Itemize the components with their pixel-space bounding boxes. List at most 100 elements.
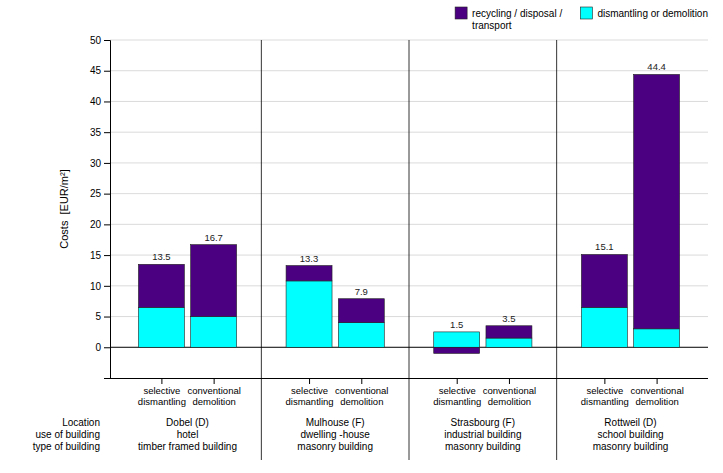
tick: 5 — [95, 311, 110, 322]
text-line: type of building — [33, 441, 100, 452]
text-line: masonry building — [593, 441, 669, 452]
text-line: Location — [62, 417, 100, 428]
tick-mark — [457, 378, 458, 384]
text-line: selective — [291, 385, 328, 396]
tick-mark — [604, 378, 605, 384]
legend-label: dismantling or demolition — [597, 8, 708, 19]
tick: selectivedismantling — [286, 378, 334, 407]
text-line: selective — [439, 385, 476, 396]
bar — [286, 266, 332, 281]
text-line: selective — [586, 385, 623, 396]
tick-label: 50 — [90, 35, 102, 46]
tick-label: 15 — [90, 250, 102, 261]
group-separators — [261, 40, 556, 460]
legend-swatch — [580, 7, 592, 19]
tick-mark — [161, 378, 162, 384]
text-line: school building — [597, 429, 663, 440]
tick-label: 20 — [90, 219, 102, 230]
tick-mark — [309, 378, 310, 384]
text-line: industrial building — [444, 429, 521, 440]
text-line: masonry building — [445, 441, 521, 452]
text-line: dismantling — [581, 396, 629, 407]
x-axis-title: Locationuse of buildingtype of building — [33, 417, 100, 452]
text-line: dismantling — [286, 396, 334, 407]
group-separator — [556, 40, 557, 460]
y-axis: 05101520253035404550 — [90, 35, 111, 379]
text-line: transport — [472, 20, 512, 31]
bar — [338, 299, 384, 323]
tick-label: 45 — [90, 65, 102, 76]
tick-label: 10 — [90, 281, 102, 292]
tick: 10 — [90, 281, 110, 292]
tick-mark — [104, 255, 110, 256]
text-line: Mulhouse (F) — [306, 417, 365, 428]
tick-label: 30 — [90, 158, 102, 169]
group-separator — [409, 40, 410, 460]
tick-mark — [104, 71, 110, 72]
text-line: conventional — [335, 385, 388, 396]
tick: 30 — [90, 158, 110, 169]
data-label: 1.5 — [450, 319, 463, 330]
tick: conventionaldemolition — [483, 378, 536, 407]
text-line: dwelling -house — [300, 429, 370, 440]
text-line: demolition — [488, 396, 531, 407]
tick-mark — [104, 163, 110, 164]
text-line: conventional — [630, 385, 683, 396]
text-line: dismantling — [433, 396, 481, 407]
tick-mark — [104, 286, 110, 287]
text-line: conventional — [187, 385, 240, 396]
bar — [581, 307, 627, 347]
bar — [434, 347, 480, 353]
text-line: Rottweil (D) — [604, 417, 656, 428]
tick: conventionaldemolition — [630, 378, 683, 407]
tick: 0 — [95, 342, 110, 353]
tick-label: conventionaldemolition — [483, 385, 536, 407]
data-label: 44.4 — [647, 61, 666, 72]
tick: 15 — [90, 250, 110, 261]
bar — [191, 245, 237, 317]
tick-mark — [104, 101, 110, 102]
legend: recycling / disposal /transport dismantli… — [455, 7, 708, 31]
bar — [486, 338, 532, 347]
text-line: dismantling — [138, 396, 186, 407]
bar — [191, 317, 237, 348]
y-axis-title: Costs [EUR/m²] — [58, 169, 70, 248]
tick-label: 25 — [90, 188, 102, 199]
tick: selectivedismantling — [138, 378, 186, 407]
tick-mark — [657, 378, 658, 384]
tick-label: 35 — [90, 127, 102, 138]
tick: 45 — [90, 65, 110, 76]
text-line: timber framed building — [138, 441, 237, 452]
tick-label: 5 — [95, 311, 101, 322]
data-label: 15.1 — [595, 241, 614, 252]
text-line: recycling / disposal / — [472, 8, 562, 19]
tick: 20 — [90, 219, 110, 230]
data-label: 13.5 — [152, 251, 171, 262]
group-label: Dobel (D)hoteltimber framed building — [138, 417, 237, 452]
group-label: Mulhouse (F)dwelling -housemasonry build… — [297, 417, 373, 452]
tick: 25 — [90, 188, 110, 199]
text-line: Dobel (D) — [166, 417, 209, 428]
tick: 50 — [90, 35, 110, 46]
text-line: Strasbourg (F) — [451, 417, 515, 428]
tick: conventionaldemolition — [335, 378, 388, 407]
text-line: demolition — [192, 396, 235, 407]
group-separator — [261, 40, 262, 460]
tick-mark — [104, 132, 110, 133]
text-line: selective — [143, 385, 180, 396]
tick-mark — [214, 378, 215, 384]
text-line: conventional — [483, 385, 536, 396]
bar — [138, 307, 184, 347]
text-line: demolition — [340, 396, 383, 407]
tick-label: selectivedismantling — [286, 385, 334, 407]
axis-line — [104, 41, 111, 379]
chart: 13.516.713.37.91.53.515.144.405101520253… — [0, 0, 723, 473]
data-label: 3.5 — [502, 313, 515, 324]
bar — [138, 264, 184, 307]
tick-label: selectivedismantling — [581, 385, 629, 407]
tick-mark — [104, 317, 110, 318]
bar — [434, 332, 480, 347]
tick: selectivedismantling — [433, 378, 481, 407]
data-label: 13.3 — [300, 253, 319, 264]
group-label: Strasbourg (F)industrial buildingmasonry… — [444, 417, 521, 452]
